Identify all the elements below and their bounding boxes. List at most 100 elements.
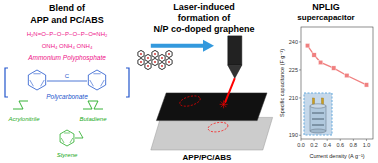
- double-bond: [64, 133, 70, 134]
- panel-title: Blend of: [49, 3, 86, 13]
- capacitor-body: [310, 106, 326, 131]
- bracket: [126, 68, 129, 97]
- compound-label: Polycarbonate: [46, 93, 88, 101]
- panel-title: N/P co-doped graphene: [154, 24, 255, 34]
- marker: [318, 60, 322, 64]
- compound-label: Ammonium Polyphosphate: [27, 54, 106, 62]
- x-tick-label: 0.2: [310, 142, 318, 148]
- plate: [312, 119, 324, 120]
- atom-label: C: [65, 73, 70, 79]
- molecule: [13, 101, 28, 109]
- x-tick: [301, 139, 302, 141]
- x-tick-label: 0.0: [297, 142, 305, 148]
- spark: [221, 101, 224, 104]
- bond: [47, 81, 87, 82]
- atom: [168, 53, 170, 55]
- inset: [304, 93, 332, 135]
- marker: [305, 43, 309, 47]
- plate: [312, 113, 324, 114]
- ring: [60, 130, 74, 146]
- x-tick: [366, 139, 367, 141]
- capacitor-top: [310, 104, 326, 108]
- capacitor-base: [310, 129, 326, 133]
- marker: [332, 66, 336, 70]
- panel-title: APP and PC/ABS: [30, 15, 103, 25]
- arrow-head: [203, 40, 214, 52]
- compound-label: Styrene: [57, 152, 78, 158]
- double-bond: [41, 80, 45, 86]
- double-bond: [101, 80, 105, 86]
- molecule: [83, 101, 103, 109]
- x-tick: [353, 139, 354, 141]
- compound-label: Acrylonitrile: [7, 116, 40, 122]
- atom: [154, 61, 156, 63]
- panel-title: Laser-induced: [173, 2, 235, 12]
- x-tick: [327, 139, 328, 141]
- spark: [224, 101, 227, 104]
- plate: [312, 125, 324, 126]
- ring: [138, 58, 144, 65]
- ring: [28, 70, 45, 90]
- y-axis-label: Specific capacitance (F g⁻¹): [279, 49, 285, 117]
- ring: [159, 54, 165, 61]
- ring: [145, 54, 151, 61]
- ring: [145, 62, 151, 69]
- y-tick: [299, 41, 301, 42]
- x-tick: [340, 139, 341, 141]
- illustration: [5, 36, 273, 150]
- x-tick-label: 0.8: [350, 142, 358, 148]
- atom: [161, 65, 163, 67]
- double-bond: [30, 80, 34, 86]
- plot-frame: [301, 27, 373, 139]
- double-bond: [61, 138, 64, 143]
- y-tick-label: 190: [289, 132, 298, 138]
- ring: [88, 70, 105, 90]
- spark: [224, 104, 227, 107]
- figure: Blend of APP and PC/ABS H₂N=O−P−O−P−O−P−O=…: [0, 0, 378, 163]
- x-tick-label: 0.4: [323, 142, 331, 148]
- atom: [161, 57, 163, 59]
- y-tick: [299, 135, 301, 136]
- y-tick-label: 210: [289, 95, 298, 101]
- x-tick: [314, 139, 315, 141]
- ring: [166, 50, 172, 57]
- marker: [345, 73, 349, 77]
- x-tick-label: 0.6: [336, 142, 344, 148]
- ring: [138, 50, 144, 57]
- x-axis-label: Current density (A g⁻¹): [309, 153, 364, 159]
- ring: [166, 58, 172, 65]
- ring: [152, 50, 158, 57]
- double-bond: [93, 73, 100, 74]
- atom: [147, 57, 149, 59]
- double-bond: [33, 73, 40, 74]
- line: [308, 46, 367, 85]
- sample-label: APP/PC/ABS: [183, 153, 233, 162]
- marker: [312, 53, 316, 57]
- atom: [168, 61, 170, 63]
- highlight: [179, 94, 202, 108]
- spark: [221, 104, 224, 107]
- y-tick: [299, 97, 301, 98]
- formula: ONH₄ ONH₄ ONH₄: [42, 43, 93, 49]
- arrow: [151, 44, 204, 48]
- atom: [140, 61, 142, 63]
- base-plate: [151, 117, 273, 150]
- chart: NPLIGsupercapacitor0.00.20.40.60.81.0190…: [279, 2, 373, 159]
- laser-tip: [228, 65, 242, 78]
- ring: [159, 62, 165, 69]
- highlight: [207, 121, 228, 133]
- double-bond: [90, 80, 94, 86]
- data-layer: [305, 43, 368, 87]
- marker: [364, 83, 368, 87]
- y-tick: [299, 69, 301, 70]
- vinyl: [75, 131, 83, 138]
- substrate: [156, 93, 267, 121]
- y-tick-label: 240: [289, 39, 298, 45]
- subtitle: supercapacitor: [297, 13, 354, 22]
- atom: [154, 53, 156, 55]
- formula: H₂N=O−P−O−P−O−P−O=NH₂: [27, 31, 108, 37]
- bracket: [5, 68, 8, 97]
- ring: [152, 58, 158, 65]
- atom: [140, 53, 142, 55]
- atom: [147, 65, 149, 67]
